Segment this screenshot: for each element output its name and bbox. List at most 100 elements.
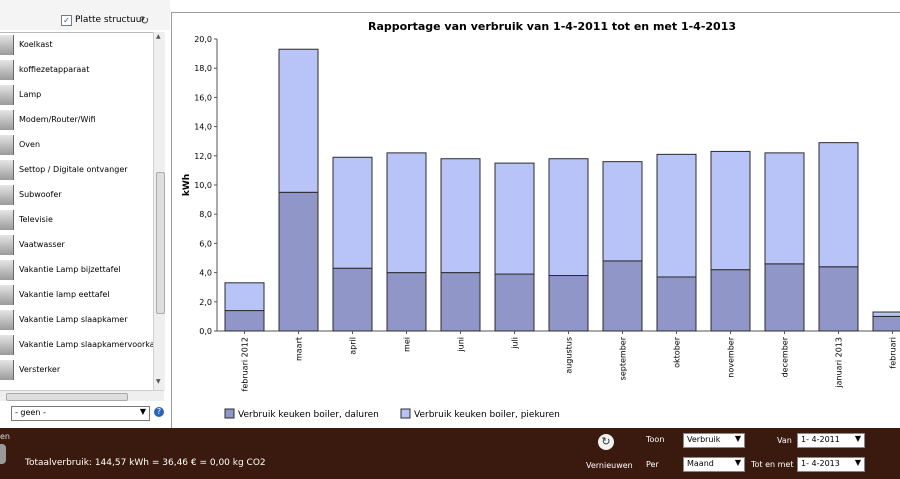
device-label: Vakantie Lamp bijzettafel xyxy=(19,265,121,274)
device-label: Koelkast xyxy=(19,40,53,49)
from-date-value: 1- 4-2011 xyxy=(801,435,840,444)
device-thumbnail-icon xyxy=(0,85,14,105)
device-panel-toolbar: ✓ Platte structuur ↻ xyxy=(0,0,170,30)
from-label: Van xyxy=(777,436,792,445)
device-thumbnail-icon xyxy=(0,160,14,180)
per-label: Per xyxy=(646,460,659,469)
usage-chart: Rapportage van verbruik van 1-4-2011 tot… xyxy=(182,20,900,420)
device-label: Vakantie Lamp slaapkamer xyxy=(19,315,128,324)
scroll-up-icon[interactable]: ▲ xyxy=(156,33,161,40)
y-tick-label: 10,0 xyxy=(194,181,212,190)
flat-structure-label: Platte structuur xyxy=(75,15,146,25)
bar-segment-series-2 xyxy=(602,161,643,262)
chevron-down-icon: ▼ xyxy=(854,434,861,443)
x-tick-label: juni xyxy=(457,337,466,353)
device-item[interactable]: Lamp xyxy=(0,83,153,108)
horizontal-scroll-thumb[interactable] xyxy=(6,393,128,401)
help-icon[interactable]: ? xyxy=(154,407,164,417)
device-item[interactable]: Vakantie Lamp bijzettafel xyxy=(0,258,153,283)
refresh-label[interactable]: Vernieuwen xyxy=(586,461,633,470)
show-label: Toon xyxy=(646,435,665,444)
device-thumbnail-icon xyxy=(0,360,14,380)
bar-segment-series-1 xyxy=(224,310,265,332)
device-label: koffiezetapparaat xyxy=(19,65,90,74)
meter-icon xyxy=(0,444,6,464)
show-select[interactable]: Verbruik ▼ xyxy=(683,433,745,448)
device-item[interactable]: Modem/Router/Wifi xyxy=(0,108,153,133)
device-list-vertical-scrollbar[interactable]: ▲ ▼ xyxy=(153,32,165,390)
per-select-value: Maand xyxy=(687,459,714,468)
bar-segment-series-1 xyxy=(872,315,900,332)
legend-swatch-series-1 xyxy=(224,408,235,419)
scroll-down-icon[interactable]: ▼ xyxy=(156,378,161,385)
bar-segment-series-2 xyxy=(872,311,900,317)
device-group-select[interactable]: - geen - ▼ xyxy=(11,406,150,421)
bar-segment-series-1 xyxy=(656,276,697,332)
x-tick-label: februari xyxy=(889,337,898,369)
bar-segment-series-2 xyxy=(386,152,427,274)
bar-segment-series-2 xyxy=(278,48,319,193)
device-label: Oven xyxy=(19,140,41,149)
device-group-select-value: - geen - xyxy=(15,408,46,417)
y-tick-label: 18,0 xyxy=(194,64,212,73)
device-label: Vakantie Lamp slaapkamervoorkant xyxy=(19,340,153,349)
device-item[interactable]: Settop / Digitale ontvanger xyxy=(0,158,153,183)
total-usage-text: Totaalverbruik: 144,57 kWh = 36,46 € = 0… xyxy=(25,458,266,468)
device-item[interactable]: Vaatwasser xyxy=(0,233,153,258)
x-tick-label: september xyxy=(619,336,628,380)
y-tick-label: 20,0 xyxy=(194,35,212,44)
device-item[interactable]: Vakantie lamp eettafel xyxy=(0,283,153,308)
device-item[interactable]: Oven xyxy=(0,133,153,158)
bar-segment-series-1 xyxy=(548,275,589,332)
legend-label-series-1: Verbruik keuken boiler, daluren xyxy=(238,410,379,420)
device-item[interactable]: Televisie xyxy=(0,208,153,233)
legend-label-series-2: Verbruik keuken boiler, piekuren xyxy=(414,410,560,420)
y-tick-label: 4,0 xyxy=(199,269,212,278)
bar-segment-series-1 xyxy=(332,267,373,332)
device-label: Settop / Digitale ontvanger xyxy=(19,165,128,174)
refresh-tree-icon[interactable]: ↻ xyxy=(140,14,150,27)
device-thumbnail-icon xyxy=(0,135,14,155)
y-tick-label: 6,0 xyxy=(199,239,212,248)
until-label: Tot en met xyxy=(751,460,794,469)
y-tick-label: 12,0 xyxy=(194,152,212,161)
bar-segment-series-2 xyxy=(818,142,859,268)
device-item[interactable]: Subwoofer xyxy=(0,183,153,208)
per-select[interactable]: Maand ▼ xyxy=(683,457,745,472)
device-item[interactable]: Vakantie Lamp slaapkamervoorkant xyxy=(0,333,153,358)
bar-segment-series-1 xyxy=(602,260,643,332)
bar-segment-series-2 xyxy=(548,158,589,277)
device-label: Televisie xyxy=(19,215,53,224)
device-thumbnail-icon xyxy=(0,310,14,330)
x-tick-label: februari 2012 xyxy=(241,337,250,392)
refresh-icon[interactable]: ↻ xyxy=(598,434,614,450)
bottom-bar-cut-label: en xyxy=(0,432,10,441)
device-item[interactable]: Koelkast xyxy=(0,33,153,58)
device-thumbnail-icon xyxy=(0,210,14,230)
device-item[interactable]: Vakantie Lamp slaapkamer xyxy=(0,308,153,333)
show-select-value: Verbruik xyxy=(687,435,721,444)
y-tick-label: 8,0 xyxy=(199,210,212,219)
y-tick-label: 14,0 xyxy=(194,123,212,132)
x-tick-label: januari 2013 xyxy=(835,337,844,389)
vertical-scroll-thumb[interactable] xyxy=(156,172,165,314)
bar-segment-series-2 xyxy=(656,153,697,278)
x-tick-label: oktober xyxy=(673,336,682,368)
device-thumbnail-icon xyxy=(0,110,14,130)
from-date-select[interactable]: 1- 4-2011 ▼ xyxy=(797,433,865,448)
device-item[interactable]: Versterker xyxy=(0,358,153,383)
until-date-select[interactable]: 1- 4-2013 ▼ xyxy=(797,457,865,472)
y-tick-label: 16,0 xyxy=(194,93,212,102)
x-tick-label: juli xyxy=(511,337,520,350)
device-label: Modem/Router/Wifi xyxy=(19,115,96,124)
device-item[interactable]: koffiezetapparaat xyxy=(0,58,153,83)
device-label: Vakantie lamp eettafel xyxy=(19,290,110,299)
bar-segment-series-1 xyxy=(494,273,535,332)
device-list-horizontal-scrollbar[interactable] xyxy=(0,390,164,401)
device-thumbnail-icon xyxy=(0,335,14,355)
bar-segment-series-1 xyxy=(386,272,427,332)
y-axis-label: kWh xyxy=(182,174,192,196)
device-thumbnail-icon xyxy=(0,35,14,55)
flat-structure-checkbox[interactable]: ✓ xyxy=(61,15,72,26)
bar-segment-series-1 xyxy=(440,272,481,332)
